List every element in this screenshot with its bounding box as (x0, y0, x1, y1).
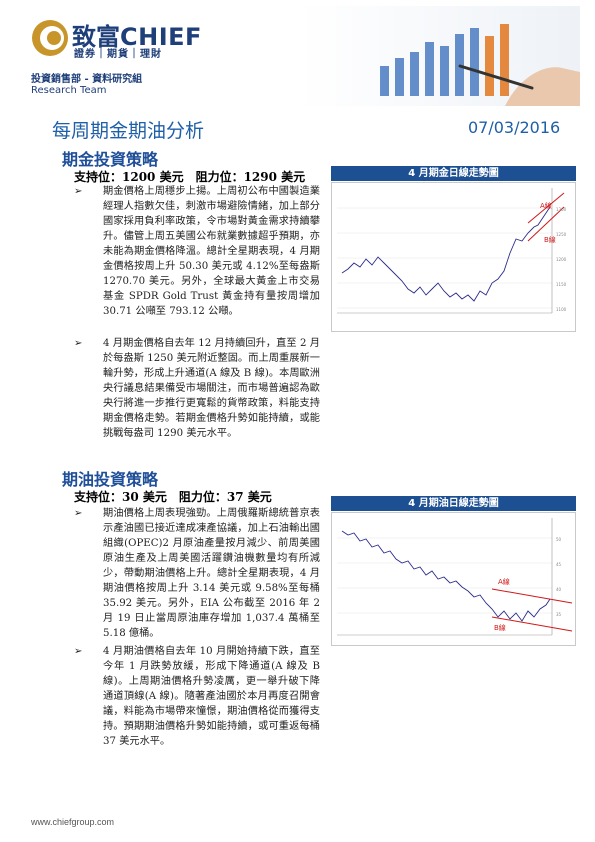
svg-text:35: 35 (556, 612, 562, 617)
svg-text:1250: 1250 (556, 232, 567, 237)
chief-logo-icon (32, 20, 68, 56)
oil-support-resistance: 支持位：30 美元 阻力位：37 美元 (74, 490, 272, 504)
team-label: Research Team (31, 85, 107, 96)
bullet-icon: ➢ (74, 646, 83, 657)
oil-chart-title: 4 月期油日線走勢圖 (331, 496, 576, 511)
oil-chart-label-b: B線 (494, 624, 506, 632)
bullet-icon: ➢ (74, 508, 83, 519)
svg-text:1100: 1100 (556, 307, 567, 312)
gold-chart-title: 4 月期金日線走勢圖 (331, 166, 576, 181)
header: 致富CHIEF 證券｜期貨｜理財 投資銷售部 - 資料研究組 Research … (0, 0, 595, 106)
brand-name: 致富CHIEF (72, 23, 202, 51)
gold-chart: 1300 1250 1200 1150 1100 A線 B線 (331, 182, 576, 332)
footer-url[interactable]: www.chiefgroup.com (31, 817, 115, 827)
svg-text:45: 45 (556, 562, 562, 567)
oil-chart: 50 45 40 35 A線 B線 (331, 512, 576, 646)
oil-paragraph-1: 期油價格上周表現強勁。上周俄羅斯總統普京表示產油國已接近達成凍產協議，加上石油輸… (103, 508, 320, 639)
svg-text:1200: 1200 (556, 257, 567, 262)
svg-text:50: 50 (556, 537, 562, 542)
gold-strategy-heading: 期金投資策略 (62, 150, 159, 169)
gold-chart-label-b: B線 (544, 236, 556, 244)
gold-chart-label-a: A線 (540, 202, 552, 210)
gold-paragraph-2: 4 月期金價格自去年 12 月持續回升，直至 2 月於每盎斯 1250 美元附近… (103, 338, 320, 439)
report-title: 每周期金期油分析 (52, 120, 205, 142)
oil-paragraph-2: 4 月期油價格自去年 10 月開始持續下跌，直至今年 1 月跌勢放緩，形成下降通… (103, 646, 320, 747)
gold-support-resistance: 支持位：1200 美元 阻力位：1290 美元 (74, 170, 306, 184)
bullet-icon: ➢ (74, 186, 83, 197)
department-label: 投資銷售部 - 資料研究組 (31, 74, 143, 85)
svg-text:1150: 1150 (556, 282, 567, 287)
gold-paragraph-1: 期金價格上周穩步上揚。上周初公布中國製造業經理人指數欠佳，刺激市場避險情緒，加上… (103, 186, 320, 317)
oil-chart-label-a: A線 (498, 578, 510, 586)
report-date: 07/03/2016 (468, 118, 561, 137)
oil-strategy-heading: 期油投資策略 (62, 470, 159, 489)
svg-text:1300: 1300 (556, 207, 567, 212)
header-chart-illustration (300, 6, 580, 106)
brand-tagline: 證券｜期貨｜理財 (74, 49, 162, 60)
svg-text:40: 40 (556, 587, 562, 592)
bullet-icon: ➢ (74, 338, 83, 349)
